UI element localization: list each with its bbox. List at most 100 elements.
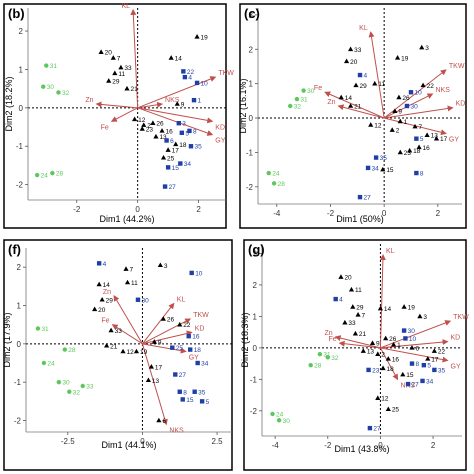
point-marker xyxy=(157,262,163,268)
point-marker xyxy=(195,360,200,366)
x-tick-label: -2 xyxy=(324,441,332,450)
point-marker xyxy=(394,55,401,60)
point-label: 29 xyxy=(356,304,364,311)
y-axis-title: Dim2 (18.3%) xyxy=(240,312,250,367)
x-tick-label: -4 xyxy=(272,441,280,450)
point-label: 5 xyxy=(427,363,431,370)
loading-vector xyxy=(142,302,175,345)
point-marker xyxy=(120,348,126,354)
point-label: 29 xyxy=(106,297,114,304)
point-label: 5 xyxy=(206,399,210,406)
point-label: 26 xyxy=(402,95,410,102)
point-marker xyxy=(424,132,430,138)
point-marker xyxy=(365,165,371,171)
point-marker xyxy=(180,397,185,402)
point-marker xyxy=(176,121,181,126)
point-label: 1 xyxy=(397,342,401,349)
point-marker xyxy=(432,367,437,373)
loading-vector xyxy=(110,107,138,122)
loading-vector xyxy=(379,347,399,381)
point-marker xyxy=(191,97,197,103)
point-label: 10 xyxy=(409,336,417,343)
point-label: 35 xyxy=(438,367,446,374)
point-marker xyxy=(403,336,408,341)
point-label: 27 xyxy=(364,195,372,202)
panel-frame xyxy=(243,239,467,471)
point-marker xyxy=(373,155,379,160)
point-marker xyxy=(123,266,129,271)
point-marker xyxy=(151,339,157,344)
point-marker xyxy=(177,321,183,327)
point-marker xyxy=(367,425,373,431)
point-marker xyxy=(396,94,402,100)
point-marker xyxy=(96,281,102,287)
point-label: 18 xyxy=(179,142,187,149)
loading-vector xyxy=(368,31,385,119)
point-label: 13 xyxy=(367,349,375,356)
point-marker xyxy=(372,80,378,86)
point-label: 17 xyxy=(172,148,180,155)
panel-frame xyxy=(239,3,467,229)
point-label: 26 xyxy=(156,121,164,128)
point-label: 22 xyxy=(438,349,446,356)
point-label: 12 xyxy=(127,349,135,356)
point-label: 22 xyxy=(187,69,195,76)
point-label: 9 xyxy=(376,341,380,348)
loading-vector xyxy=(380,339,449,349)
point-label: 19 xyxy=(140,349,148,356)
point-marker xyxy=(342,319,348,325)
point-marker xyxy=(159,128,165,133)
point-label: 32 xyxy=(294,104,302,111)
point-label: 31 xyxy=(300,97,308,104)
x-axis-title: Dim1 (44.1%) xyxy=(101,440,156,450)
y-tick-label: 0 xyxy=(19,104,24,113)
point-marker xyxy=(150,120,156,125)
point-label: 24 xyxy=(276,411,284,418)
point-label: 21 xyxy=(110,343,118,350)
point-label: 7 xyxy=(130,267,134,274)
point-label: 17 xyxy=(155,364,163,371)
point-marker xyxy=(165,165,171,170)
point-marker xyxy=(383,335,389,341)
point-marker xyxy=(266,170,271,176)
point-marker xyxy=(353,82,359,88)
vector-label: GY xyxy=(449,137,459,144)
loading-vector xyxy=(380,320,452,349)
point-marker xyxy=(369,340,376,345)
point-label: 31 xyxy=(41,326,49,333)
y-axis-title: Dim2 (17.9%) xyxy=(2,312,12,367)
point-label: 22 xyxy=(183,322,191,329)
y-tick-label: 2 xyxy=(253,281,258,290)
point-label: 27 xyxy=(412,382,420,389)
point-marker xyxy=(416,144,422,150)
point-label: 28 xyxy=(56,171,64,178)
point-marker xyxy=(288,103,293,109)
point-marker xyxy=(420,82,426,88)
y-tick-label: 3 xyxy=(253,249,258,258)
point-label: 2 xyxy=(396,128,400,135)
point-marker xyxy=(400,371,406,377)
point-marker xyxy=(338,94,344,100)
point-label: 18 xyxy=(413,148,421,155)
y-tick-label: -2 xyxy=(250,407,258,416)
point-marker xyxy=(96,261,102,266)
y-tick-label: -1 xyxy=(14,378,22,387)
vector-label: KL xyxy=(122,3,131,10)
point-label: 18 xyxy=(387,366,395,373)
point-marker xyxy=(380,365,386,371)
y-tick-label: -1 xyxy=(246,148,254,157)
point-marker xyxy=(108,327,114,333)
point-label: 11 xyxy=(118,71,125,78)
y-axis-title: Dim2 (18.2%) xyxy=(4,76,14,131)
vector-label: KL xyxy=(386,248,395,255)
point-label: 17 xyxy=(440,136,448,143)
point-label: 30 xyxy=(141,297,149,304)
point-label: 33 xyxy=(354,47,362,54)
point-marker xyxy=(390,341,397,347)
point-marker xyxy=(187,128,192,134)
point-label: 13 xyxy=(152,378,160,385)
point-marker xyxy=(112,70,118,76)
point-marker xyxy=(271,181,277,186)
y-tick-label: 0 xyxy=(249,114,254,123)
point-marker xyxy=(301,88,306,93)
